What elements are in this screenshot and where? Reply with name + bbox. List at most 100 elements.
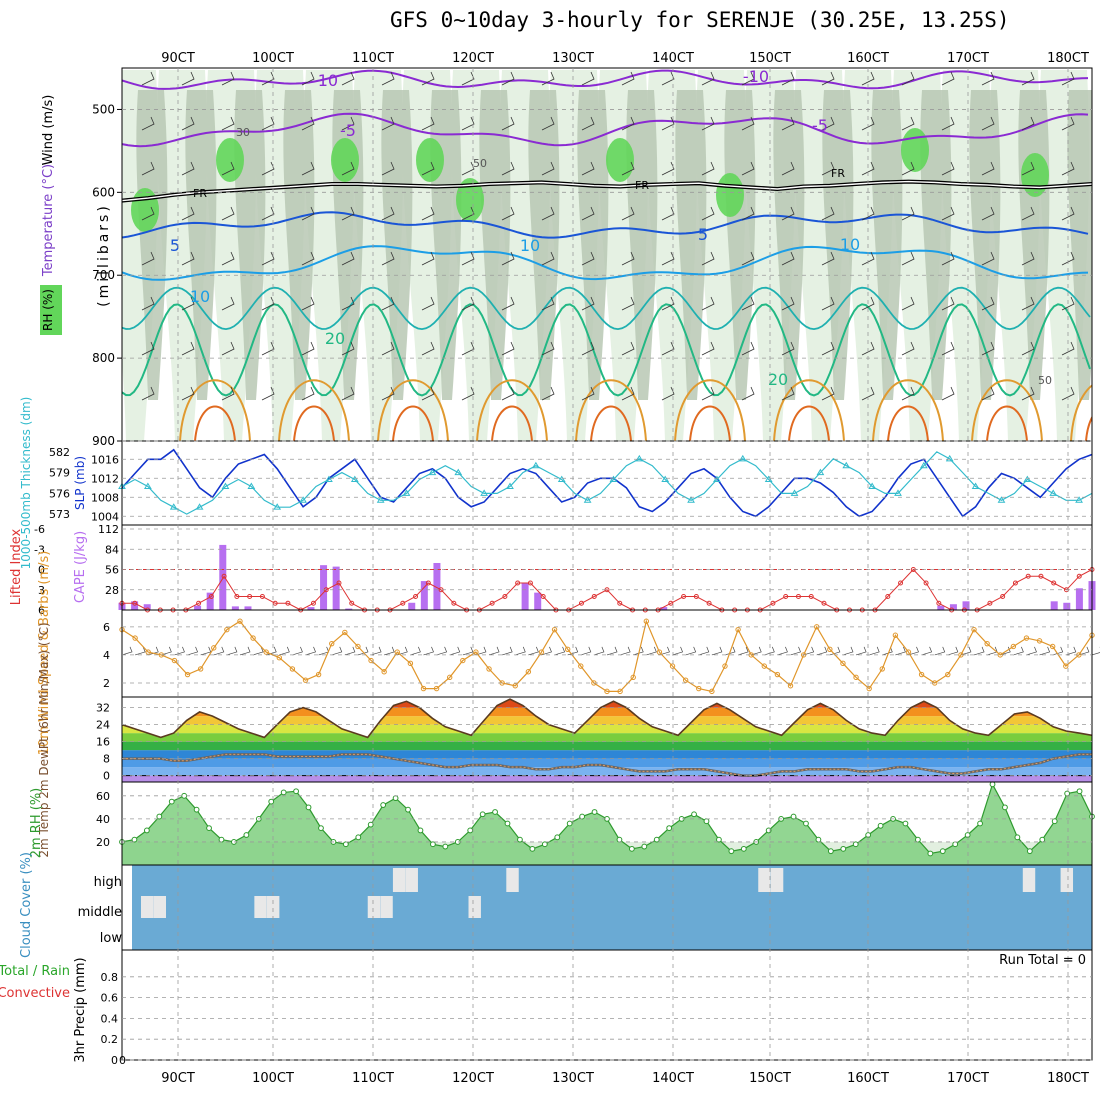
wind-barb	[261, 116, 275, 131]
li-tick-label: 3	[38, 584, 45, 597]
temp-contour-warm	[971, 379, 1043, 441]
x-tick-label-top: 110CT	[352, 51, 394, 66]
cape-bar	[420, 581, 428, 610]
wind-barb	[141, 161, 155, 176]
rh-saturated-blob	[416, 138, 444, 182]
wind-barb-10m	[580, 646, 592, 656]
wind-barb	[381, 386, 395, 401]
lifted-index-point	[1038, 573, 1044, 579]
temp-contour-warm	[476, 379, 548, 441]
wind-barb-10m	[357, 646, 369, 656]
contour-label: -5	[812, 116, 828, 135]
wind-barb	[621, 71, 635, 86]
rh2m-point	[591, 809, 598, 815]
wind-speed-point	[329, 640, 335, 647]
wind-speed-point	[381, 669, 387, 675]
wind-barb	[581, 386, 595, 401]
wind-barb	[421, 251, 435, 266]
thickness-point	[919, 461, 928, 469]
wind-barb	[181, 386, 195, 401]
wind-speed-point	[761, 663, 767, 669]
rh2m-point	[852, 841, 859, 848]
wind-barb	[941, 116, 955, 131]
temp2m-line	[122, 698, 1092, 739]
precip-tick-label: 0	[119, 1054, 126, 1067]
temp-band	[122, 733, 1092, 742]
rh-saturated-blob	[1021, 153, 1049, 197]
wind-speed-point	[551, 626, 558, 633]
wind-barb	[421, 386, 435, 401]
rh2m-point	[554, 834, 561, 841]
wind-barb	[821, 296, 835, 311]
wind-barb	[501, 341, 515, 356]
rh2m-point	[293, 788, 300, 795]
li-tick-label: 6	[38, 604, 45, 617]
wind-barb-10m	[1052, 646, 1064, 656]
wind-speed-point	[709, 688, 715, 695]
slp-axis-label: SLP (mb)	[73, 456, 87, 510]
cloud-middle-block	[140, 896, 154, 918]
wind-barb	[461, 296, 475, 311]
wind-barb-10m	[724, 646, 736, 656]
lifted-index-point	[247, 594, 253, 599]
temp-band	[122, 775, 1092, 782]
wind-speed-point	[447, 674, 453, 681]
wind-barb-10m	[1026, 646, 1037, 656]
wind-barb-10m	[672, 646, 684, 656]
rh2m-point	[206, 825, 212, 832]
wind-barb	[941, 296, 955, 311]
wind-barb	[341, 296, 355, 311]
lifted-index-point	[272, 600, 278, 606]
wind-speed-point	[512, 683, 518, 689]
wind-barb	[461, 161, 475, 176]
wind-barb	[301, 71, 315, 86]
rh2m-area	[122, 784, 1092, 865]
thickness-point	[195, 503, 204, 510]
thickness-point	[169, 503, 178, 510]
thickness-point	[583, 496, 592, 503]
temp-tick-label: 0	[103, 770, 110, 783]
contour-label: FR	[193, 187, 207, 200]
wind-barb-10m	[515, 646, 526, 656]
precip-tick-label: 0	[111, 1054, 118, 1067]
rh2m-point	[1026, 848, 1033, 855]
rh2m-point	[517, 836, 523, 843]
rh2m-point	[927, 850, 934, 857]
rh2m-point	[193, 806, 200, 813]
cape-tick-label: 84	[105, 543, 119, 556]
wind-barb	[661, 206, 675, 221]
lifted-index-point	[208, 594, 214, 599]
wind-barb-10m	[790, 646, 801, 656]
rh-saturated-blob	[131, 188, 159, 232]
contour-label: 10	[190, 287, 210, 306]
precip-axis-label: 3hr Precip (mm)	[73, 957, 88, 1062]
wind-barb	[1021, 71, 1035, 86]
rh2m-point	[181, 792, 188, 799]
lifted-index-point	[515, 580, 521, 586]
wind-barb	[541, 206, 555, 221]
wind-barb-10m	[370, 646, 382, 656]
precip-convective-label: Convective	[0, 986, 70, 1001]
thickness-point	[894, 489, 902, 496]
contour-label: -10	[743, 67, 769, 86]
thickness-point	[531, 461, 540, 469]
wind-barb	[901, 341, 915, 356]
temp-contour-hot	[590, 405, 632, 441]
wind-barb	[901, 161, 915, 176]
lifted-index-point	[221, 573, 227, 579]
wind-barb	[1021, 386, 1035, 401]
lifted-index-point	[285, 600, 291, 606]
wind-barb	[221, 296, 235, 311]
temp-contour-warm	[179, 379, 251, 441]
wind-barb	[741, 251, 755, 266]
upper-label-temperature: Temperature (°C)	[41, 164, 56, 277]
wind-barb	[181, 206, 195, 221]
wind-speed-point	[656, 649, 663, 655]
wind-barb	[501, 161, 515, 176]
rh-band-mid	[969, 90, 1001, 400]
contour-label: -5	[340, 121, 356, 140]
wind-barb	[1021, 296, 1035, 311]
cloud-high-block	[506, 868, 519, 892]
contour-label: FR	[635, 179, 649, 192]
wind-barb	[381, 116, 395, 131]
